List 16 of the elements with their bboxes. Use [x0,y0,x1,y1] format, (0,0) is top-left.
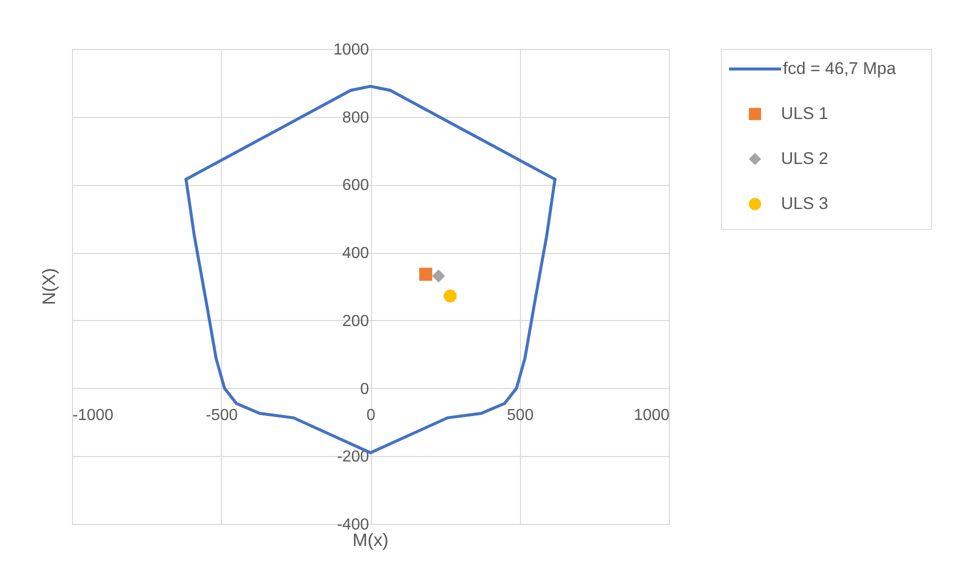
y-tick-label: 400 [342,245,370,262]
legend-label: ULS 3 [781,194,828,213]
y-tick-label: 0 [360,380,370,398]
y-tick-label: 1000 [333,42,370,58]
legend-label: ULS 1 [781,104,828,123]
x-tick-label: -500 [206,406,238,424]
x-tick-label: 1000 [634,406,670,424]
y-tick-label: 600 [342,177,370,194]
legend-label: ULS 2 [781,149,828,168]
x-tick-label: -1000 [72,406,114,424]
y-tick-label: -200 [336,448,370,466]
y-axis-title: N(X) [39,268,59,305]
y-tick-label: 200 [342,312,370,330]
legend-label: fcd = 46,7 Mpa [783,59,896,78]
y-tick-label: 800 [342,109,370,126]
x-tick-label: 500 [506,406,534,424]
